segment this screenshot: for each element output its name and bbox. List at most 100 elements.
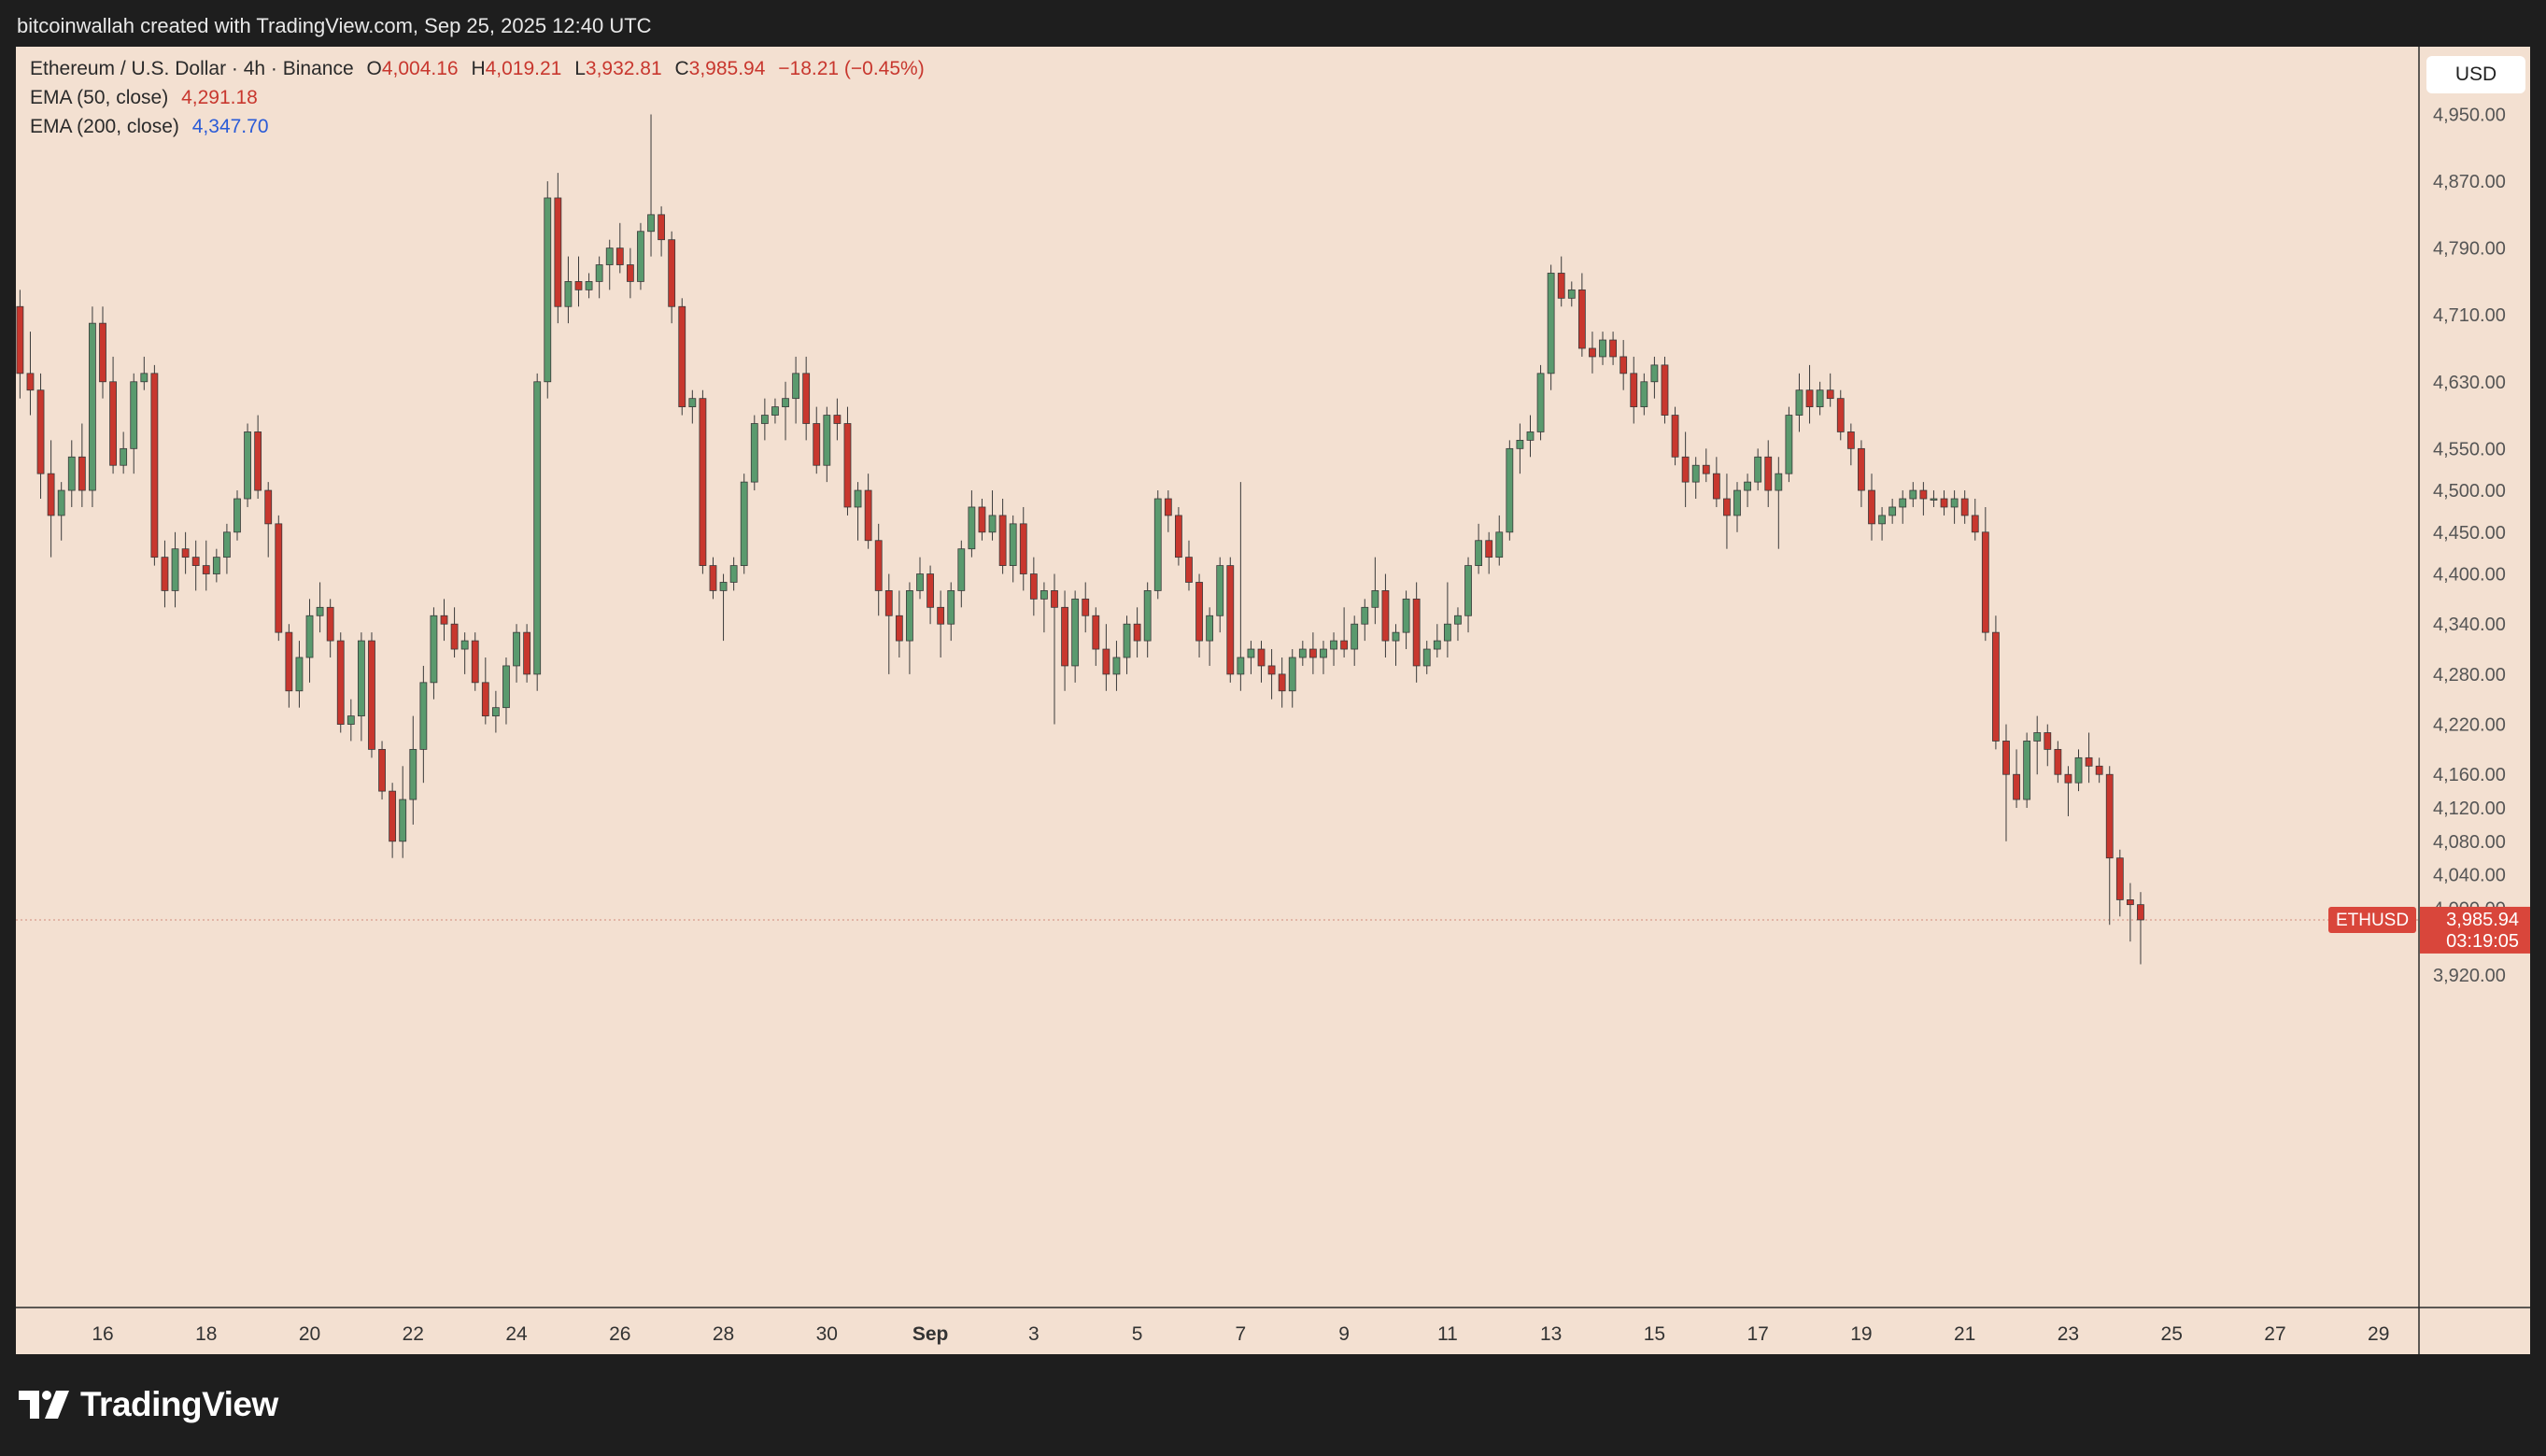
candle-body <box>1868 489 1875 525</box>
y-tick-label: 4,340.00 <box>2433 615 2506 635</box>
candle-body <box>1567 289 1576 299</box>
candle-body <box>1754 456 1762 483</box>
x-tick-label: 28 <box>713 1323 734 1345</box>
candle-body <box>968 506 976 550</box>
candle-body <box>1237 657 1245 675</box>
x-tick-label: 22 <box>403 1323 424 1345</box>
candle-body <box>1785 415 1793 474</box>
candle-body <box>802 373 811 424</box>
candle-body <box>1536 373 1545 432</box>
candle-body <box>1650 364 1659 383</box>
candle-body <box>1899 498 1907 508</box>
candle-body <box>1454 615 1462 625</box>
candle-body <box>1216 565 1224 616</box>
candle-body <box>1029 573 1038 600</box>
price-tag-bg <box>2420 906 2530 954</box>
candle-body <box>336 640 345 725</box>
candle-body <box>678 305 686 408</box>
candle-body <box>399 799 407 842</box>
symbol-legend: Ethereum / U.S. Dollar · 4h · Binance O4… <box>30 58 932 80</box>
x-tick-label: 27 <box>2264 1323 2285 1345</box>
candle-body <box>326 606 334 642</box>
x-tick-label: 24 <box>505 1323 528 1345</box>
candle-body <box>1040 590 1048 600</box>
candle-body <box>1485 540 1493 558</box>
candle-body <box>130 381 138 449</box>
candle-body <box>1919 489 1928 500</box>
candle-body <box>2137 904 2144 921</box>
candle-body <box>1443 623 1451 642</box>
candle-body <box>1247 648 1255 658</box>
candle-body <box>564 281 573 307</box>
candle-body <box>316 606 324 616</box>
ema200-value: 4,347.70 <box>191 116 269 137</box>
candle-body <box>1888 506 1897 516</box>
candle-body <box>2074 756 2083 784</box>
candle-body <box>1846 431 1855 449</box>
candle-body <box>1547 273 1555 375</box>
candle-body <box>347 715 355 725</box>
candle-body <box>1981 531 1989 633</box>
candle-body <box>1971 515 1979 533</box>
candle-body <box>709 565 717 591</box>
candle-body <box>1702 464 1710 474</box>
y-tick-label: 4,040.00 <box>2433 866 2506 886</box>
candle-body <box>1960 498 1969 516</box>
candle-body <box>740 481 748 566</box>
candle-body <box>884 590 893 616</box>
candle-body <box>895 615 903 642</box>
y-tick-label: 4,080.00 <box>2433 832 2506 853</box>
candle-body <box>1671 415 1679 458</box>
candle-body <box>36 389 45 474</box>
candle-body <box>1475 540 1483 566</box>
x-tick-label: 26 <box>609 1323 630 1345</box>
candle-body <box>1691 464 1700 483</box>
candle-body <box>1009 523 1017 566</box>
candle-body <box>1940 498 1948 508</box>
candle-body <box>223 531 231 558</box>
candle-body <box>1858 447 1865 491</box>
candle-body <box>1764 456 1773 491</box>
candle-body <box>1577 289 1586 349</box>
candle-body <box>2023 741 2031 800</box>
candlestick-chart[interactable]: 3,920.004,000.004,040.004,080.004,120.00… <box>16 47 2530 1354</box>
candle-body <box>533 381 542 675</box>
candle-body <box>988 515 997 533</box>
y-tick-label: 4,450.00 <box>2433 523 2506 544</box>
candle-body <box>1051 590 1058 608</box>
x-tick-label: 9 <box>1338 1323 1350 1345</box>
y-tick-label: 4,710.00 <box>2433 305 2506 326</box>
x-tick-label: 20 <box>299 1323 320 1345</box>
candle-body <box>1836 398 1845 432</box>
candle-body <box>1878 515 1886 525</box>
candle-body <box>1257 648 1266 667</box>
candle-body <box>1330 640 1337 650</box>
chart-panel[interactable]: 3,920.004,000.004,040.004,080.004,120.00… <box>16 47 2530 1354</box>
candle-body <box>440 615 448 625</box>
candle-body <box>491 707 500 717</box>
candle-body <box>1589 347 1596 358</box>
candle-body <box>1061 606 1068 667</box>
candle-body <box>244 431 251 500</box>
tradingview-wordmark: TradingView <box>80 1385 278 1423</box>
ema50-legend[interactable]: EMA (50, close) 4,291.18 <box>30 87 265 109</box>
candle-body <box>823 415 831 466</box>
candle-body <box>833 415 842 424</box>
candle-body <box>1805 389 1814 408</box>
ohlc-low: L3,932.81 <box>574 58 662 79</box>
candle-body <box>1019 523 1027 574</box>
price-tag-value: 3,985.94 <box>2446 910 2519 930</box>
tradingview-logo-icon <box>19 1391 69 1419</box>
candle-body <box>285 631 293 692</box>
candle-body <box>1930 498 1938 501</box>
x-tick-label: 16 <box>92 1323 113 1345</box>
x-tick-label: 15 <box>1644 1323 1665 1345</box>
candle-body <box>181 548 190 558</box>
ema200-legend[interactable]: EMA (200, close) 4,347.70 <box>30 116 276 138</box>
currency-selector[interactable]: USD <box>2426 56 2525 93</box>
candle-body <box>978 506 986 533</box>
candle-body <box>2085 756 2093 767</box>
candle-body <box>26 373 35 391</box>
candle-body <box>998 515 1007 566</box>
candle-body <box>874 540 883 591</box>
